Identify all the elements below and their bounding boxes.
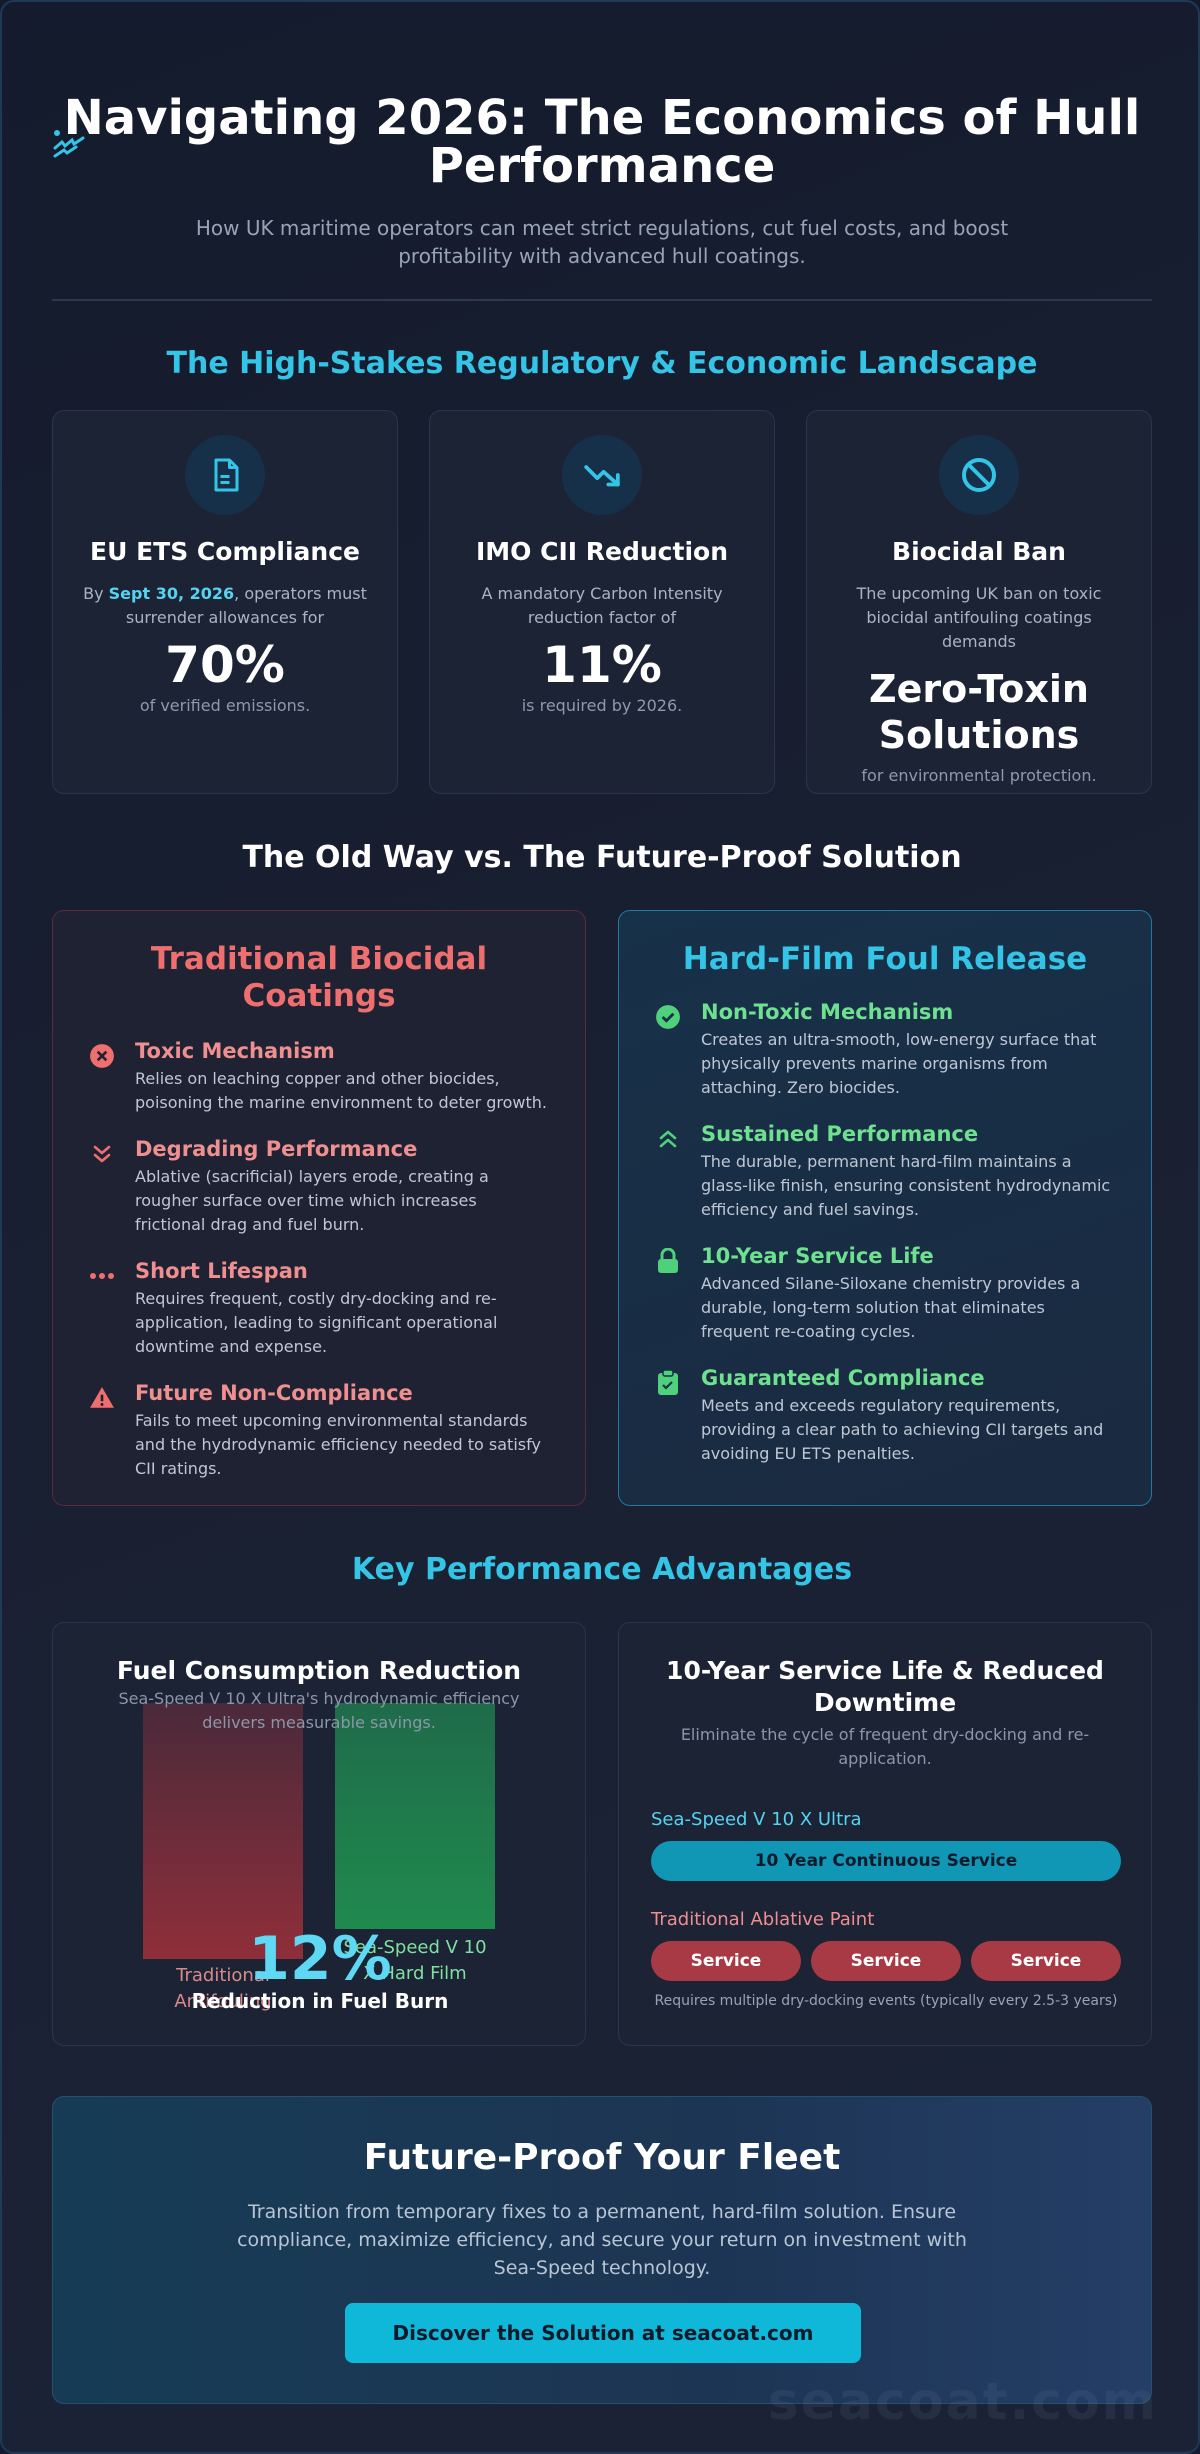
seaspeed-label: Sea-Speed V 10 X Ultra	[651, 1809, 862, 1830]
double-chevron-up-icon	[659, 1130, 677, 1148]
discover-solution-button[interactable]: Discover the Solution at seacoat.com	[345, 2303, 861, 2363]
bar-label-seaspeed: Sea-Speed V 10 X Hard Film	[343, 1937, 487, 1984]
landscape-section-title: The High-Stakes Regulatory & Economic La…	[166, 346, 1038, 381]
stat-card-eu-ets: EU ETS Compliance By Sept 30, 2026, oper…	[52, 410, 398, 794]
ship-logo-icon	[53, 130, 85, 158]
stat-description: A mandatory Carbon Intensity reduction f…	[481, 584, 723, 627]
ellipsis-icon	[90, 1273, 114, 1279]
feature-title: Toxic Mechanism	[135, 1039, 335, 1063]
feature-text: The durable, permanent hard-film maintai…	[701, 1152, 1111, 1219]
service-segment: Service	[811, 1941, 961, 1981]
feature-item: Toxic Mechanism Relies on leaching coppe…	[87, 1039, 551, 1115]
stat-description: By Sept 30, 2026, operators must surrend…	[83, 584, 367, 627]
feature-text: Requires frequent, costly dry-docking an…	[135, 1289, 498, 1356]
feature-title: Non-Toxic Mechanism	[701, 1000, 954, 1024]
card-subtitle: Eliminate the cycle of frequent dry-dock…	[680, 1725, 1090, 1768]
x-circle-icon	[90, 1044, 114, 1068]
feature-item: Degrading Performance Ablative (sacrific…	[87, 1137, 551, 1237]
header-divider	[52, 299, 1152, 301]
hard-film-card: Hard-Film Foul Release Non-Toxic Mechani…	[618, 910, 1152, 1506]
comparison-section-title: The Old Way vs. The Future-Proof Solutio…	[242, 840, 962, 875]
bar-seaspeed	[335, 1703, 495, 1929]
feature-text: Ablative (sacrificial) layers erode, cre…	[135, 1167, 489, 1234]
feature-title: Sustained Performance	[701, 1122, 979, 1146]
feature-item: Non-Toxic Mechanism Creates an ultra-smo…	[653, 1000, 1117, 1100]
check-circle-icon	[656, 1005, 680, 1029]
document-icon	[214, 458, 239, 492]
feature-text: Creates an ultra-smooth, low-energy surf…	[701, 1030, 1097, 1097]
stat-description: The upcoming UK ban on toxic biocidal an…	[856, 584, 1102, 651]
stat-footnote: of verified emissions.	[139, 696, 311, 715]
stat-title: Biocidal Ban	[892, 537, 1066, 566]
feature-text: Relies on leaching copper and other bioc…	[135, 1069, 547, 1112]
ban-icon	[962, 458, 996, 492]
feature-title: Future Non-Compliance	[135, 1381, 413, 1405]
feature-item: Sustained Performance The durable, perma…	[653, 1122, 1117, 1222]
fuel-reduction-value: 12%	[248, 1924, 392, 1994]
service-segment: Service	[651, 1941, 801, 1981]
cta-title: Future-Proof Your Fleet	[363, 2137, 841, 2178]
traditional-coatings-card: Traditional Biocidal Coatings Toxic Mech…	[52, 910, 586, 1506]
cta-banner: Future-Proof Your Fleet Transition from …	[52, 2096, 1152, 2404]
feature-title: Degrading Performance	[135, 1137, 418, 1161]
stat-value: 11%	[542, 636, 662, 694]
deadline-highlight: Sept 30, 2026	[108, 584, 235, 603]
stat-footnote: is required by 2026.	[521, 696, 683, 715]
service-life-card: 10-Year Service Life & Reduced Downtime …	[618, 1622, 1152, 2046]
feature-title: 10-Year Service Life	[701, 1244, 934, 1268]
warning-icon	[90, 1387, 114, 1408]
feature-text: Advanced Silane-Siloxane chemistry provi…	[701, 1274, 1081, 1341]
card-title: 10-Year Service Life & Reduced Downtime	[666, 1656, 1104, 1717]
stat-value: 70%	[165, 636, 285, 694]
double-chevron-down-icon	[93, 1145, 111, 1163]
page-title: Navigating 2026: The Economics of Hull P…	[63, 90, 1141, 194]
card-title: Hard-Film Foul Release	[682, 941, 1088, 977]
trend-down-icon	[584, 465, 620, 487]
card-subtitle: Sea-Speed V 10 X Ultra's hydrodynamic ef…	[118, 1689, 520, 1732]
feature-text: Meets and exceeds regulatory requirement…	[701, 1396, 1104, 1463]
stat-footnote: for environmental protection.	[861, 766, 1097, 785]
traditional-label: Traditional Ablative Paint	[651, 1909, 875, 1930]
stat-title: EU ETS Compliance	[90, 537, 360, 566]
service-segment: Service	[971, 1941, 1121, 1981]
page-subtitle: How UK maritime operators can meet stric…	[195, 216, 1009, 268]
fuel-reduction-card: Traditional Antifouling Sea-Speed V 10 X…	[52, 1622, 586, 2046]
header: Navigating 2026: The Economics of Hull P…	[52, 94, 1152, 270]
watermark: seacoat.com	[767, 2372, 1158, 2432]
feature-item: 10-Year Service Life Advanced Silane-Sil…	[653, 1244, 1117, 1344]
feature-item: Short Lifespan Requires frequent, costly…	[87, 1259, 551, 1359]
fuel-reduction-caption: Reduction in Fuel Burn	[191, 1989, 449, 2013]
advantages-section-title: Key Performance Advantages	[351, 1552, 853, 1587]
lock-icon	[658, 1248, 678, 1273]
cta-text: Transition from temporary fixes to a per…	[237, 2201, 967, 2279]
card-title: Fuel Consumption Reduction	[116, 1656, 522, 1685]
feature-text: Fails to meet upcoming environmental sta…	[135, 1411, 541, 1478]
seaspeed-service-bar: 10 Year Continuous Service	[651, 1841, 1121, 1881]
feature-title: Guaranteed Compliance	[701, 1366, 985, 1390]
card-title: Traditional Biocidal Coatings	[150, 941, 488, 1014]
stat-card-biocidal-ban: Biocidal Ban The upcoming UK ban on toxi…	[806, 410, 1152, 794]
feature-item: Guaranteed Compliance Meets and exceeds …	[653, 1366, 1117, 1466]
clipboard-icon	[658, 1370, 678, 1395]
service-note: Requires multiple dry-docking events (ty…	[654, 1993, 1118, 2009]
feature-item: Future Non-Compliance Fails to meet upco…	[87, 1381, 551, 1481]
stat-title: IMO CII Reduction	[475, 537, 728, 566]
feature-title: Short Lifespan	[135, 1259, 308, 1283]
stat-card-imo-cii: IMO CII Reduction A mandatory Carbon Int…	[429, 410, 775, 794]
fuel-chart: Traditional Antifouling Sea-Speed V 10 X…	[53, 1623, 587, 2047]
stat-value: Zero-Toxin Solutions	[869, 667, 1089, 757]
bar-traditional	[143, 1703, 303, 1959]
bar-label-traditional: Traditional Antifouling	[174, 1965, 272, 2012]
